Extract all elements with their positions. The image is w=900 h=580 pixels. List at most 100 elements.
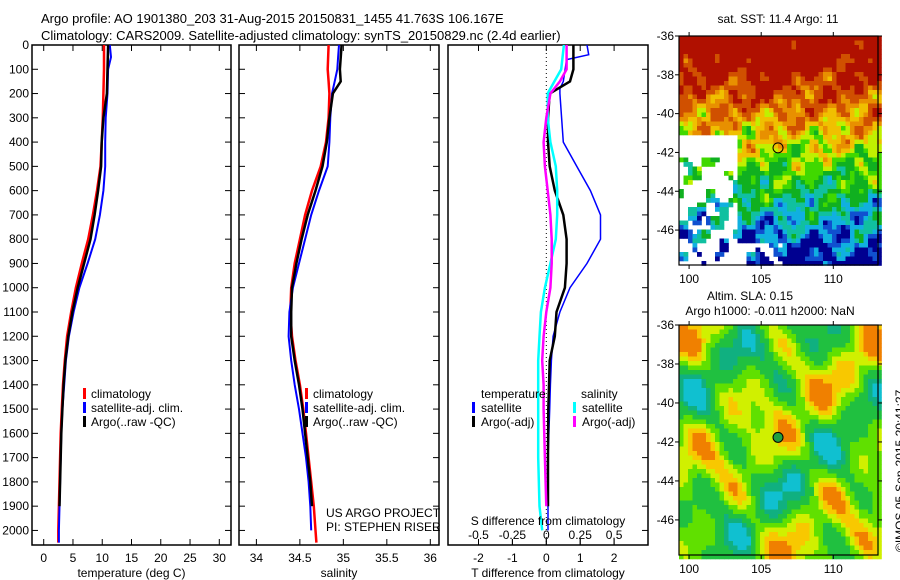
map-cell <box>832 487 837 492</box>
map-cell <box>724 112 729 118</box>
map-cell <box>787 509 792 515</box>
map-cell <box>679 130 684 136</box>
map-cell <box>706 532 711 537</box>
map-cell <box>791 202 797 208</box>
map-cell <box>805 85 810 91</box>
map-cell <box>877 256 882 262</box>
x-tick-label: 0 <box>40 551 47 565</box>
map-cell <box>814 496 819 501</box>
map-cell <box>791 415 797 420</box>
map-cell <box>823 455 828 461</box>
map-cell <box>809 541 815 546</box>
y-tick-label: 300 <box>9 111 29 125</box>
map-cell <box>737 207 743 212</box>
map-cell <box>688 81 693 86</box>
map-cell <box>854 419 860 425</box>
map-cell <box>688 72 693 77</box>
map-cell <box>836 541 842 546</box>
map-cell <box>841 180 846 185</box>
map-cell <box>814 67 819 73</box>
map-cell <box>724 108 729 113</box>
map-cell <box>868 261 873 266</box>
map-cell <box>746 90 752 95</box>
map-cell <box>710 63 716 68</box>
map-cell <box>877 370 882 375</box>
map-cell <box>755 473 761 479</box>
map-cell <box>760 58 765 64</box>
map-cell <box>868 406 873 411</box>
map-cell <box>854 126 860 131</box>
map-cell <box>688 162 693 167</box>
map-cell <box>827 410 833 416</box>
map-cell <box>814 338 819 344</box>
map-cell <box>796 121 801 127</box>
map-cell <box>787 460 792 465</box>
map-cell <box>809 388 815 393</box>
map-cell <box>841 90 846 95</box>
map-cell <box>832 189 837 194</box>
map-cell <box>715 473 720 479</box>
map-cell <box>872 379 878 384</box>
legend-label: satellite <box>582 401 623 415</box>
map-cell <box>706 410 711 416</box>
map-cell <box>697 469 702 474</box>
map-cell <box>755 175 761 181</box>
map-cell <box>679 108 684 113</box>
map-cell <box>877 352 882 357</box>
map-cell <box>800 121 806 127</box>
map-cell <box>818 482 824 488</box>
map-cell <box>760 514 765 519</box>
map-cell <box>841 153 846 158</box>
map-cell <box>706 108 711 113</box>
map-cell <box>814 238 819 244</box>
map-cell <box>688 554 693 560</box>
map-cell <box>769 424 774 429</box>
map-cell <box>877 54 882 59</box>
map-cell <box>728 126 734 131</box>
map-cell <box>809 216 815 221</box>
map-cell <box>823 72 828 77</box>
map-cell <box>764 356 770 362</box>
map-cell <box>818 211 824 217</box>
map-cell <box>724 383 729 389</box>
map-cell <box>755 225 761 230</box>
map-cell <box>764 144 770 149</box>
map-cell <box>715 121 720 127</box>
map-cell <box>728 473 734 479</box>
map-cell <box>755 433 761 438</box>
map-cell <box>760 545 765 551</box>
map-cell <box>728 72 734 77</box>
map-cell <box>773 49 779 55</box>
map-cell <box>746 523 752 528</box>
map-cell <box>719 505 725 510</box>
map-cell <box>854 211 860 217</box>
map-cell <box>791 54 797 59</box>
map-cell <box>850 536 855 542</box>
map-cell <box>688 229 693 235</box>
map-cell <box>877 162 882 167</box>
map-cell <box>809 419 815 425</box>
map-cell <box>746 554 752 560</box>
map-cell <box>742 103 747 109</box>
map-cell <box>742 442 747 447</box>
map-cell <box>724 117 729 122</box>
map-cell <box>863 338 869 344</box>
map-cell <box>827 388 833 393</box>
map-cell <box>809 500 815 506</box>
map-cell <box>706 478 711 483</box>
map-cell <box>737 36 743 41</box>
map-cell <box>697 392 702 398</box>
map-cell <box>769 419 774 425</box>
map-cell <box>814 374 819 380</box>
map-cell <box>733 379 738 384</box>
map-cell <box>805 54 810 59</box>
map-cell <box>679 383 684 389</box>
map-cell <box>800 446 806 452</box>
map-cell <box>760 216 765 221</box>
map-cell <box>845 514 851 519</box>
map-cell <box>737 202 743 208</box>
map-cell <box>850 193 855 199</box>
map-cell <box>787 487 792 492</box>
map-cell <box>706 374 711 380</box>
map-cell <box>791 63 797 68</box>
